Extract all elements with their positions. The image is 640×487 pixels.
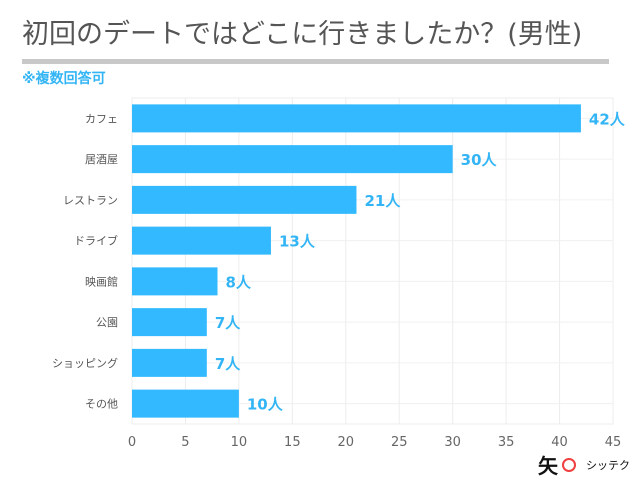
data-label: 8人 xyxy=(226,273,252,291)
category-label: 公園 xyxy=(96,316,118,329)
data-label: 7人 xyxy=(215,355,241,373)
x-tick-label: 0 xyxy=(128,435,136,450)
multiple-answers-note: ※複数回答可 xyxy=(22,71,106,87)
x-tick-label: 40 xyxy=(551,435,568,450)
data-label: 42人 xyxy=(589,110,626,128)
bar-8 xyxy=(132,389,239,418)
x-tick-label: 35 xyxy=(498,435,515,450)
logo-text: シッテク xyxy=(586,458,630,472)
category-label: レストラン xyxy=(63,194,118,207)
data-label: 10人 xyxy=(247,396,284,414)
shittecu-logo: 矢 シッテク xyxy=(538,450,630,479)
data-label: 21人 xyxy=(364,192,401,210)
bar-7 xyxy=(132,348,207,377)
data-label: 13人 xyxy=(279,233,316,251)
category-label: その他 xyxy=(85,398,118,411)
category-label: ドライブ xyxy=(74,234,118,248)
data-label: 7人 xyxy=(215,314,241,332)
category-label: 映画館 xyxy=(85,274,118,288)
bar-3 xyxy=(132,185,357,214)
category-label: カフェ xyxy=(85,112,118,125)
x-tick-label: 30 xyxy=(444,435,461,450)
bar-4 xyxy=(132,226,271,255)
title-divider xyxy=(22,59,609,64)
x-tick-label: 10 xyxy=(231,435,248,450)
x-tick-label: 5 xyxy=(181,435,189,450)
bar-6 xyxy=(132,308,207,337)
x-tick-label: 25 xyxy=(391,435,408,450)
data-label: 30人 xyxy=(461,151,498,169)
x-tick-label: 20 xyxy=(338,435,355,450)
logo-glyph: 矢 xyxy=(538,454,558,478)
category-label: 居酒屋 xyxy=(85,153,118,166)
chart-title: 初回のデートではどこに行きましたか？(男性) xyxy=(22,19,583,50)
x-tick-label: 15 xyxy=(284,435,301,450)
x-tick-label: 45 xyxy=(605,435,622,450)
category-label: ショッピング xyxy=(52,356,118,370)
bar-2 xyxy=(132,145,453,174)
logo-face-icon xyxy=(562,457,576,472)
bar-5 xyxy=(132,267,218,296)
bar-1 xyxy=(132,104,581,133)
